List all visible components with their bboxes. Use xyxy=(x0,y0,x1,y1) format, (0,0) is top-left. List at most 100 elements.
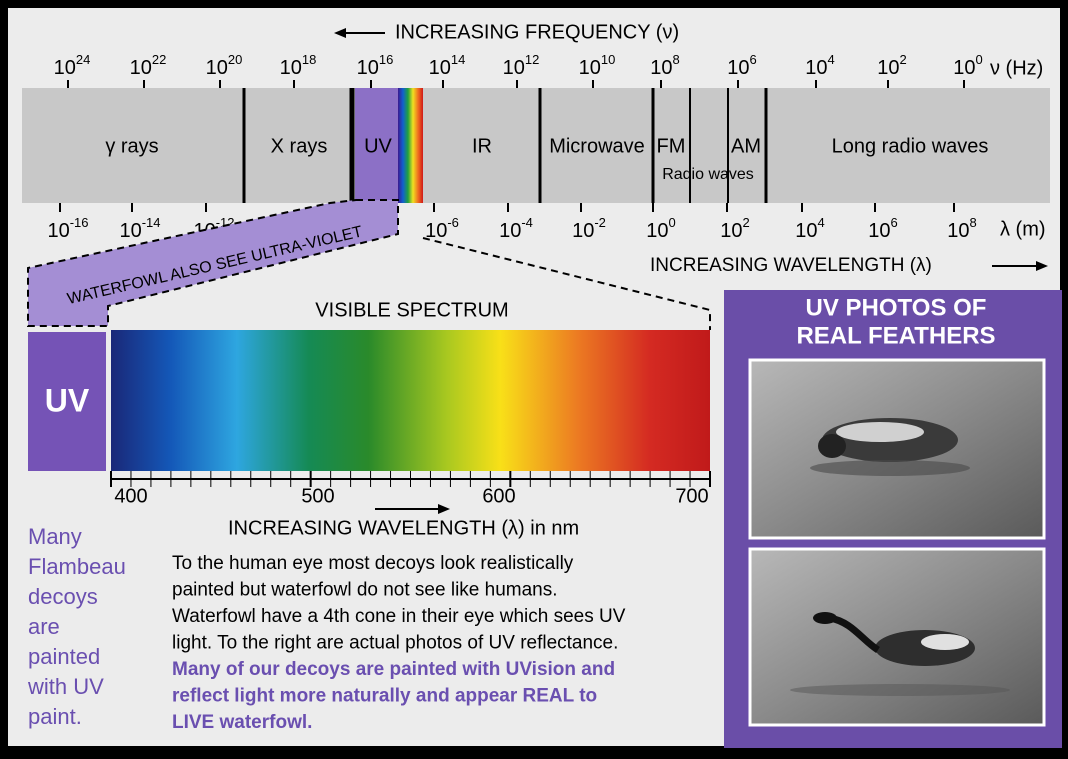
tick-base: 10 xyxy=(206,57,228,79)
body-text: light. To the right are actual photos of… xyxy=(172,633,618,654)
side-note: are xyxy=(28,614,60,639)
tick-exponent: 20 xyxy=(228,52,242,67)
wavelength-tick-label: 10-16 xyxy=(47,215,88,242)
tick-base: 10 xyxy=(499,220,521,242)
tick-base: 10 xyxy=(877,57,899,79)
emphasis-text: Many of our decoys are painted with UVis… xyxy=(172,659,615,680)
tick-base: 10 xyxy=(47,220,69,242)
tick-exponent: 0 xyxy=(669,215,676,230)
visible-spectrum xyxy=(111,330,710,471)
dividers xyxy=(242,88,768,203)
wavelength-tick-label: 108 xyxy=(947,215,976,242)
side-note: paint. xyxy=(28,704,82,729)
nm-tick-label: 500 xyxy=(301,485,334,507)
tick-exponent: 0 xyxy=(976,52,983,67)
tick-base: 10 xyxy=(119,220,141,242)
nm-tick-label: 700 xyxy=(675,485,708,507)
frequency-tick-label: 1018 xyxy=(280,52,317,79)
frequency-tick-label: 100 xyxy=(953,52,982,79)
banner xyxy=(27,199,399,327)
tick-base: 10 xyxy=(868,220,890,242)
tick-exponent: -6 xyxy=(447,215,459,230)
tick-base: 10 xyxy=(650,57,672,79)
visible-title: VISIBLE SPECTRUM xyxy=(315,299,508,321)
tick-exponent: -2 xyxy=(594,215,606,230)
panel-title: REAL FEATHERS xyxy=(796,322,995,349)
body-text: Waterfowl have a 4th cone in their eye w… xyxy=(172,606,626,627)
arrow-head xyxy=(334,28,346,38)
band-label: FM xyxy=(657,135,686,157)
body-text: To the human eye most decoys look realis… xyxy=(172,553,574,574)
frequency-tick-label: 108 xyxy=(650,52,679,79)
band-label: X rays xyxy=(271,135,328,157)
tick-exponent: 4 xyxy=(828,52,835,67)
frequency-tick-label: 1020 xyxy=(206,52,243,79)
wavelength-tick-label: 106 xyxy=(868,215,897,242)
tick-base: 10 xyxy=(280,57,302,79)
wavelength-tick-label: 10-4 xyxy=(499,215,533,242)
band-label: IR xyxy=(472,135,492,157)
band-label: UV xyxy=(364,135,392,157)
tick-base: 10 xyxy=(646,220,668,242)
nm-label: INCREASING WAVELENGTH (λ) in nm xyxy=(228,517,579,539)
tick-exponent: 22 xyxy=(152,52,166,67)
side-note: painted xyxy=(28,644,100,669)
tick-base: 10 xyxy=(425,220,447,242)
emphasis-text: reflect light more naturally and appear … xyxy=(172,686,597,707)
tick-base: 10 xyxy=(503,57,525,79)
photo xyxy=(748,547,1046,727)
tick-exponent: 18 xyxy=(302,52,316,67)
panel-title: UV PHOTOS OF xyxy=(806,294,987,321)
radio-label: Radio waves xyxy=(662,166,754,183)
emphasis-text: LIVE waterfowl. xyxy=(172,712,312,733)
visible-strip xyxy=(398,88,423,203)
tick-exponent: 6 xyxy=(891,215,898,230)
tick-base: 10 xyxy=(953,57,975,79)
body-text: painted but waterfowl do not see like hu… xyxy=(172,580,558,601)
tick-exponent: 10 xyxy=(601,52,615,67)
uv-box xyxy=(28,332,106,471)
frequency-tick-label: 102 xyxy=(877,52,906,79)
uv-box-label: UV xyxy=(45,382,90,418)
tick-exponent: 2 xyxy=(900,52,907,67)
arrow-head xyxy=(438,504,450,514)
frequency-tick-label: 1012 xyxy=(503,52,540,79)
frequency-header: INCREASING FREQUENCY (ν) xyxy=(395,21,679,43)
tick-exponent: -4 xyxy=(521,215,533,230)
arrow-head xyxy=(1036,261,1048,271)
wavelength-tick-label: 102 xyxy=(720,215,749,242)
spectrum-band xyxy=(22,88,1050,203)
frequency-tick-label: 1014 xyxy=(429,52,466,79)
zoom-line xyxy=(422,237,711,330)
wavelength-tick-label: 104 xyxy=(795,215,824,242)
frequency-tick-label: 1016 xyxy=(357,52,394,79)
tick-exponent: 12 xyxy=(525,52,539,67)
wavelength-tick-label: 10-2 xyxy=(572,215,606,242)
tick-base: 10 xyxy=(579,57,601,79)
tick-base: 10 xyxy=(795,220,817,242)
side-note: Flambeau xyxy=(28,554,126,579)
side-note: with UV xyxy=(27,674,104,699)
tick-exponent: 24 xyxy=(76,52,90,67)
frequency-tick-label: 1010 xyxy=(579,52,616,79)
tick-exponent: -14 xyxy=(142,215,161,230)
nm-tick-label: 600 xyxy=(482,485,515,507)
tick-base: 10 xyxy=(727,57,749,79)
band-label: Long radio waves xyxy=(832,135,989,157)
tick-base: 10 xyxy=(572,220,594,242)
tick-exponent: 2 xyxy=(743,215,750,230)
tick-base: 10 xyxy=(54,57,76,79)
side-note: Many xyxy=(28,524,82,549)
frequency-tick-label: 106 xyxy=(727,52,756,79)
wavelength-tick-label: 100 xyxy=(646,215,675,242)
band-label: AM xyxy=(731,135,761,157)
tick-base: 10 xyxy=(947,220,969,242)
tick-base: 10 xyxy=(130,57,152,79)
tick-exponent: 8 xyxy=(673,52,680,67)
frequency-tick-label: 104 xyxy=(805,52,834,79)
tick-base: 10 xyxy=(357,57,379,79)
wavelength-tick-label: 10-14 xyxy=(119,215,160,242)
tick-exponent: 16 xyxy=(379,52,393,67)
band-label: Microwave xyxy=(549,135,645,157)
uv-band xyxy=(355,88,398,203)
